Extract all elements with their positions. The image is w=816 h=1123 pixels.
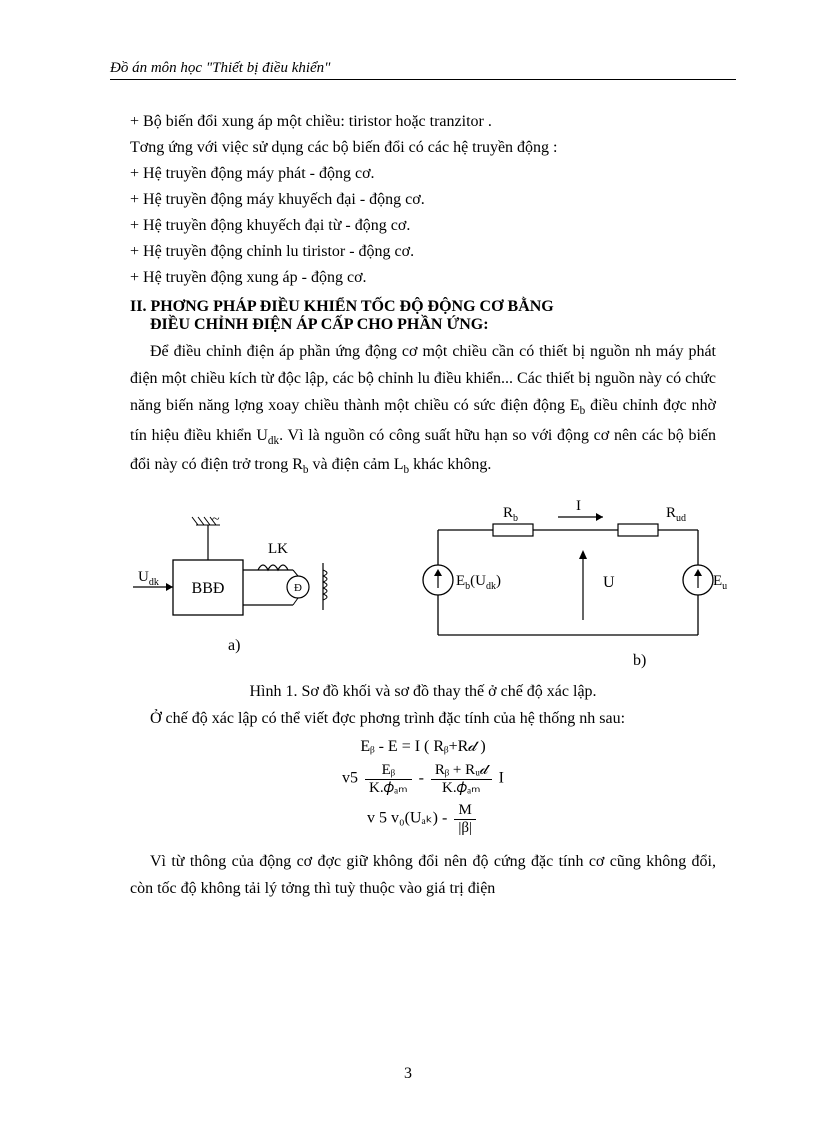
- body-line-7: + Hệ truyền động xung áp - động cơ.: [130, 266, 736, 290]
- svg-text:LK: LK: [268, 541, 288, 557]
- para1-seg5: khác không.: [409, 456, 491, 473]
- svg-text:a): a): [228, 637, 240, 654]
- eq2-frac2-den: K.𝜙ₐₘ: [431, 780, 492, 797]
- page-header: Đồ án môn học "Thiết bị điều khiển": [110, 60, 736, 80]
- svg-text:I: I: [576, 498, 581, 514]
- svg-text:Udk: Udk: [138, 569, 159, 588]
- para1-seg4: và điện cảm L: [308, 456, 403, 473]
- svg-text:BBĐ: BBĐ: [192, 580, 225, 597]
- eq3-frac-num: M: [454, 802, 476, 820]
- body-line-5: + Hệ truyền động khuyếch đại từ - động c…: [130, 214, 736, 238]
- equation-3: v 5 v₀(Uₐₖ) - M|β|: [110, 802, 736, 836]
- equation-1: Eᵦ - E = I ( Rᵦ+R𝒹 ): [110, 738, 736, 756]
- eq2-pre: v5: [342, 770, 362, 787]
- eq2-frac1-den: K.𝜙ₐₘ: [365, 780, 412, 797]
- svg-text:Eu: Eu: [713, 573, 727, 592]
- eq2-frac2-num: Rᵦ + Rᵤ𝒹: [431, 762, 492, 780]
- section-heading-line2: ĐIỀU CHỈNH ĐIỆN ÁP CẤP CHO PHẦN ỨNG:: [150, 316, 736, 334]
- figure-caption: Hình 1. Sơ đồ khối và sơ đồ thay thế ở c…: [110, 683, 736, 701]
- paragraph-2: Ở chế độ xác lập có thể viết đợc phơng t…: [130, 705, 716, 732]
- svg-text:U: U: [603, 574, 615, 591]
- svg-text:Rud: Rud: [666, 505, 686, 524]
- svg-text:b): b): [633, 652, 646, 669]
- figure-a: BBĐ Udk ~ LK Đ: [118, 495, 348, 665]
- body-line-2: Tơng ứng với việc sử dụng các bộ biến đổ…: [130, 136, 736, 160]
- equation-2: v5 EᵦK.𝜙ₐₘ - Rᵦ + Rᵤ𝒹K.𝜙ₐₘ I: [110, 762, 736, 796]
- paragraph-3: Vì từ thông của động cơ đợc giữ không đổ…: [130, 848, 716, 902]
- body-line-3: + Hệ truyền động máy phát - động cơ.: [130, 162, 736, 186]
- eq3-frac-den: |β|: [454, 820, 476, 837]
- body-line-4: + Hệ truyền động máy khuyếch đại - động …: [130, 188, 736, 212]
- svg-text:Đ: Đ: [294, 582, 302, 594]
- paragraph-1: Để điều chỉnh điện áp phần ứng động cơ m…: [130, 338, 716, 480]
- eq3-pre: v 5 v₀(Uₐₖ) -: [367, 810, 451, 827]
- eq2-frac1-num: Eᵦ: [365, 762, 412, 780]
- page-number: 3: [0, 1065, 816, 1083]
- eq2-post: I: [499, 770, 504, 787]
- section-heading-line1: II. PHƠNG PHÁP ĐIỀU KHIỂN TỐC ĐỘ ĐỘNG CƠ…: [130, 298, 736, 316]
- figure-b: Rb Rud I Eb(Udk) Eu U b): [408, 495, 728, 675]
- svg-text:Eb(Udk): Eb(Udk): [456, 573, 501, 592]
- body-line-6: + Hệ truyền động chỉnh lu tiristor - độn…: [130, 240, 736, 264]
- eq2-mid: -: [419, 770, 428, 787]
- figure-row: BBĐ Udk ~ LK Đ: [110, 495, 736, 675]
- body-line-1: + Bộ biến đổi xung áp một chiều: tiristo…: [130, 110, 736, 134]
- svg-text:Rb: Rb: [503, 505, 518, 524]
